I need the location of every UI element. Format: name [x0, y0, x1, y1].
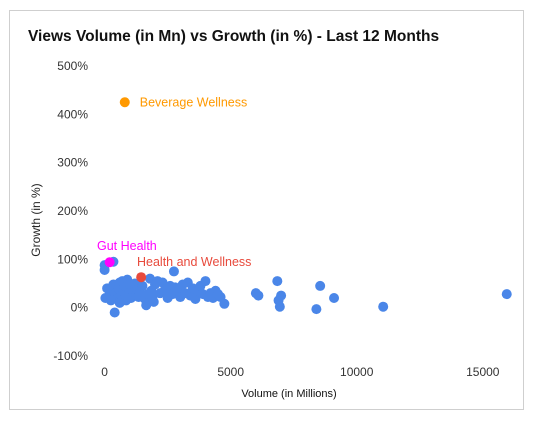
y-tick-label: 300% — [57, 156, 88, 170]
x-axis-ticks: 0 5000 10000 15000 — [101, 365, 500, 379]
scatter-point — [219, 298, 230, 309]
x-tick-label: 0 — [101, 365, 108, 379]
scatter-point — [378, 301, 389, 312]
data-points — [99, 256, 512, 318]
highlight-point — [136, 272, 147, 283]
chart-title: Views Volume (in Mn) vs Growth (in %) - … — [28, 28, 440, 45]
scatter-point — [114, 297, 125, 308]
scatter-point — [109, 307, 120, 318]
chart-frame — [9, 10, 524, 410]
highlight-label: Health and Wellness — [137, 255, 251, 269]
scatter-point — [137, 280, 148, 291]
y-tick-label: 100% — [57, 252, 88, 266]
y-tick-label: 500% — [57, 59, 88, 73]
scatter-point — [168, 266, 179, 277]
x-tick-label: 15000 — [466, 365, 500, 379]
scatter-point — [311, 304, 322, 315]
scatter-point — [190, 293, 201, 304]
scatter-point — [105, 295, 116, 306]
y-axis-ticks: -100% 0% 100% 200% 300% 400% 500% — [53, 59, 88, 363]
scatter-point — [501, 289, 512, 300]
x-tick-label: 10000 — [340, 365, 374, 379]
x-axis-label: Volume (in Millions) — [241, 388, 336, 400]
y-tick-label: -100% — [53, 349, 88, 363]
scatter-point — [329, 293, 340, 303]
y-tick-label: 0% — [71, 301, 89, 315]
highlight-point — [104, 257, 115, 268]
scatter-point — [276, 290, 287, 301]
y-axis-label: Growth (in %) — [29, 183, 43, 256]
y-tick-label: 200% — [57, 204, 88, 218]
scatter-point — [148, 296, 159, 307]
highlight-point — [119, 97, 130, 108]
scatter-point — [200, 276, 211, 287]
scatter-point — [315, 280, 326, 291]
x-tick-label: 5000 — [217, 365, 244, 379]
highlight-label: Beverage Wellness — [140, 95, 247, 109]
y-tick-label: 400% — [57, 107, 88, 121]
scatter-point — [274, 301, 285, 312]
highlight-label: Gut Health — [97, 239, 157, 253]
scatter-point — [253, 290, 264, 301]
scatter-point — [102, 283, 113, 294]
scatter-point — [272, 276, 283, 287]
highlighted-points: Beverage Wellness Gut Health Health and We… — [97, 95, 251, 283]
scatter-point — [99, 264, 110, 275]
scatter-point — [141, 300, 152, 311]
